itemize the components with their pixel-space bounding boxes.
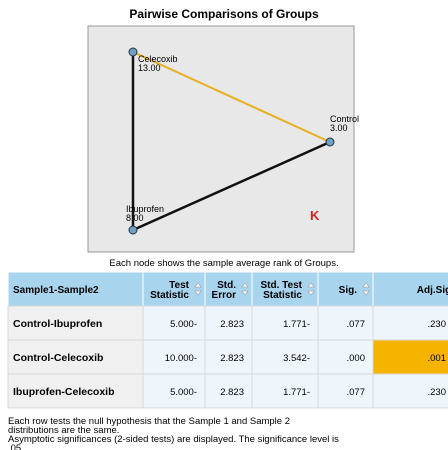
cell-text: 5.000- xyxy=(170,387,197,398)
header-text: Test xyxy=(169,280,189,291)
footnote: Asymptotic significances (2-sided tests)… xyxy=(8,434,339,445)
cell xyxy=(251,339,319,375)
node-rank: 13.00 xyxy=(138,63,161,73)
cell xyxy=(317,373,374,409)
cell-text: 1.771- xyxy=(283,319,310,330)
edge xyxy=(132,51,331,143)
row-label: Control-Celecoxib xyxy=(13,352,103,364)
sort-icon xyxy=(362,282,370,296)
node-rank: 8.00 xyxy=(126,213,144,223)
node xyxy=(325,137,335,147)
footnote: .05. xyxy=(8,443,24,450)
cell xyxy=(142,339,206,375)
cell-text: .077 xyxy=(347,319,366,330)
node xyxy=(128,225,138,235)
edge xyxy=(132,140,331,232)
row-label: Ibuprofen-Celecoxib xyxy=(13,386,115,398)
sort-icon xyxy=(241,282,249,296)
header-text: Statistic xyxy=(263,290,302,301)
cell-text: 1.771- xyxy=(283,387,310,398)
header-text: Statistic xyxy=(150,290,189,301)
header-cell xyxy=(251,271,319,307)
cell xyxy=(251,373,319,409)
sort-icon xyxy=(307,282,315,296)
cell-text: .001 xyxy=(428,353,447,364)
cell xyxy=(7,305,144,341)
cell-text: 5.000- xyxy=(170,319,197,330)
sort-icon xyxy=(194,282,202,296)
header-text: Adj.Sig. xyxy=(417,285,448,296)
cell-text: 2.823 xyxy=(220,353,244,364)
cell-text: .000 xyxy=(347,353,366,364)
header-text: Std. xyxy=(217,280,236,291)
node xyxy=(128,47,138,57)
node-label: Control xyxy=(330,114,359,124)
node-label: Celecoxib xyxy=(138,54,178,64)
cell-text: .230 xyxy=(428,319,447,330)
node-label: Ibuprofen xyxy=(126,204,164,214)
header-text: Error xyxy=(212,290,237,301)
caption: Each node shows the sample average rank … xyxy=(109,258,338,269)
marker: K xyxy=(310,208,320,223)
header-text: Sig. xyxy=(339,285,358,296)
cell xyxy=(204,305,253,341)
cell-text: 2.823 xyxy=(220,319,244,330)
cell-text: 10.000- xyxy=(165,353,197,364)
header-text: Std. Test xyxy=(261,280,303,291)
cell xyxy=(142,373,206,409)
header-text: Sample1-Sample2 xyxy=(13,285,99,296)
footnote: Each row tests the null hypothesis that … xyxy=(8,416,290,427)
node-rank: 3.00 xyxy=(330,123,348,133)
cell-text: .230 xyxy=(428,387,447,398)
cell-text: 3.542- xyxy=(283,353,310,364)
header-cell xyxy=(372,271,448,307)
footnote: distributions are the same. xyxy=(8,425,119,436)
header-cell xyxy=(142,271,206,307)
cell-text: .077 xyxy=(347,387,366,398)
cell-text: 2.823 xyxy=(220,387,244,398)
cell xyxy=(372,373,448,409)
row-label: Control-Ibuprofen xyxy=(13,318,102,330)
title: Pairwise Comparisons of Groups xyxy=(129,7,319,21)
cell xyxy=(372,305,448,341)
cell xyxy=(317,305,374,341)
cell xyxy=(204,339,253,375)
cell xyxy=(7,339,144,375)
cell xyxy=(372,339,448,375)
